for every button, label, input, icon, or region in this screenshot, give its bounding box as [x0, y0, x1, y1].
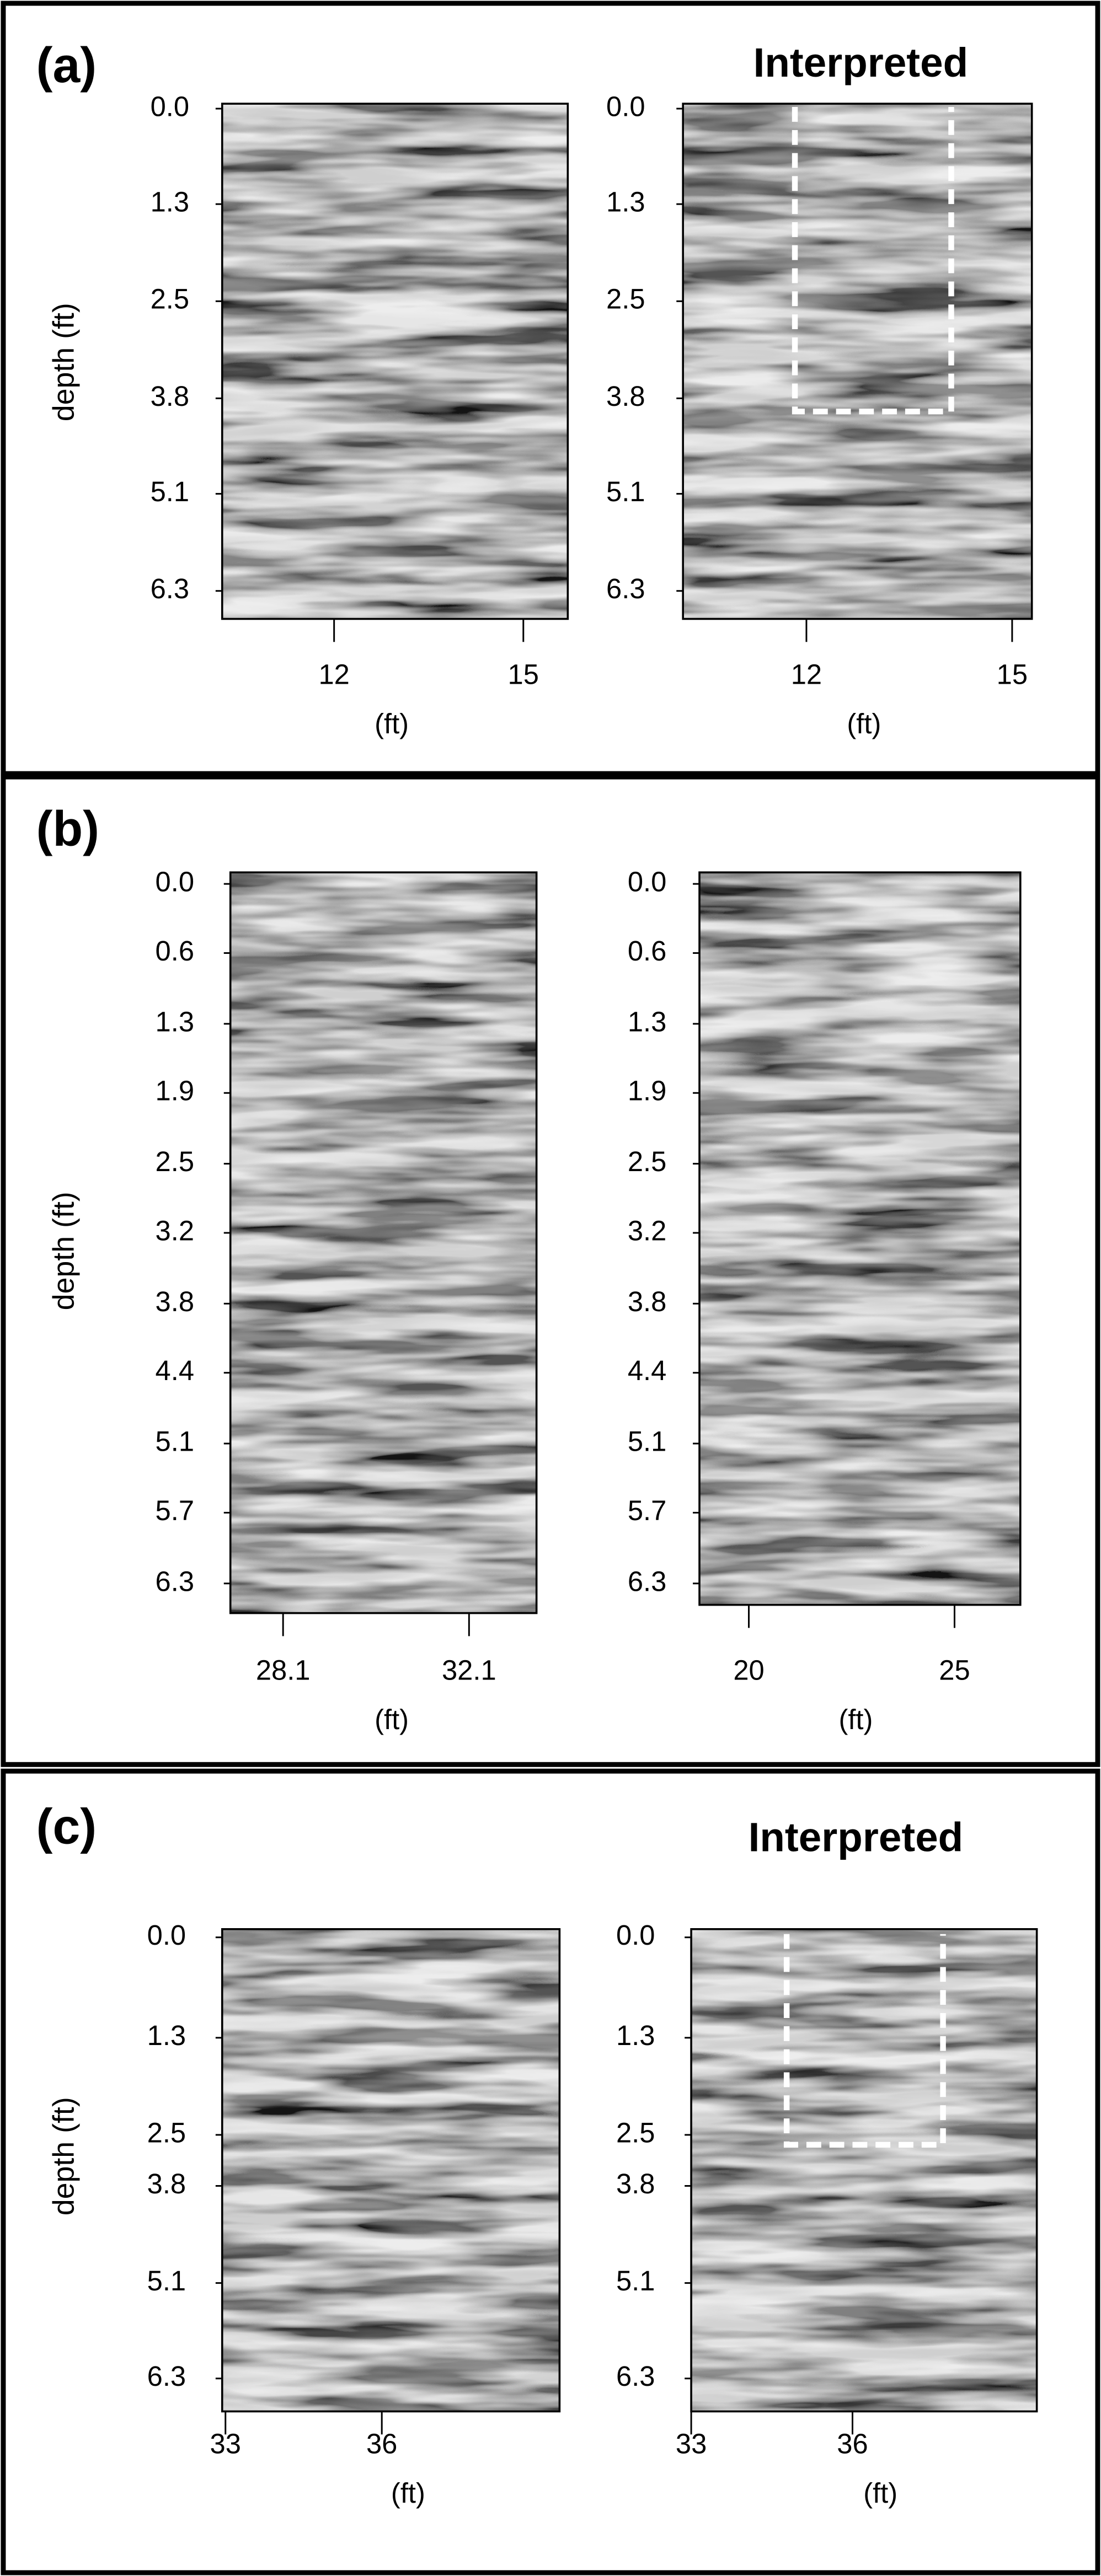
radargram-frame	[229, 871, 538, 1614]
x-tick-label: 32.1	[442, 1654, 496, 1686]
y-tick-label: 3.8	[628, 1286, 666, 1317]
y-tick-label: 3.8	[156, 1286, 194, 1317]
y-tick-label: 2.5	[156, 1146, 194, 1177]
y-tick-label: 3.8	[147, 2168, 186, 2199]
y-tick-label: 1.3	[616, 2020, 655, 2051]
y-tick-label: 3.2	[628, 1215, 666, 1246]
y-tick-label: 3.8	[616, 2168, 655, 2199]
y-tick-label: 0.0	[616, 1919, 655, 1951]
y-tick-label: 6.3	[606, 573, 645, 604]
x-unit: (ft)	[838, 1704, 873, 1735]
x-tick-label: 33	[676, 2428, 707, 2460]
y-tick-label: 6.3	[147, 2360, 186, 2392]
panel-frame	[1, 1768, 1100, 2575]
x-tick-label: 12	[791, 658, 822, 690]
radargram-frame	[682, 103, 1033, 620]
y-tick-label: 5.7	[156, 1495, 194, 1526]
y-tick-label: 1.3	[156, 1006, 194, 1037]
interpretation-box	[783, 1934, 946, 2148]
radargram	[699, 872, 1020, 1605]
radargram-frame	[221, 1928, 561, 2413]
plot-title: Interpreted	[749, 1813, 964, 1860]
y-tick-label: 3.8	[151, 380, 189, 412]
y-tick-label: 0.6	[156, 935, 194, 967]
x-tick-label: 15	[508, 658, 539, 690]
x-tick-label: 28.1	[256, 1654, 311, 1686]
y-tick-label: 2.5	[147, 2117, 186, 2148]
panel-frame	[1, 1, 1100, 776]
y-tick-label: 4.4	[156, 1355, 194, 1386]
x-tick-label: 33	[210, 2428, 241, 2460]
radargram	[222, 1929, 560, 2412]
y-tick-label: 6.3	[151, 573, 189, 604]
y-axis-title: depth (ft)	[47, 303, 81, 421]
interpretation-box	[792, 107, 954, 415]
y-tick-label: 5.1	[156, 1426, 194, 1457]
y-tick-label: 1.3	[147, 2020, 186, 2051]
y-tick-label: 1.3	[628, 1006, 666, 1037]
y-tick-label: 2.5	[606, 283, 645, 315]
y-tick-label: 2.5	[151, 283, 189, 315]
y-tick-label: 6.3	[616, 2360, 655, 2392]
x-tick-label: 36	[366, 2428, 397, 2460]
panel-label: (a)	[36, 37, 97, 93]
y-tick-label: 1.3	[606, 186, 645, 218]
radargram	[683, 104, 1032, 619]
y-tick-label: 5.1	[606, 476, 645, 507]
panel-label: (c)	[36, 1799, 97, 1854]
x-tick-label: 15	[997, 658, 1028, 690]
y-tick-label: 6.3	[156, 1565, 194, 1597]
y-tick-label: 1.9	[156, 1075, 194, 1107]
radargram	[222, 104, 568, 619]
x-tick-label: 25	[939, 1654, 970, 1686]
y-axis-title: depth (ft)	[47, 2097, 81, 2215]
y-tick-label: 6.3	[628, 1565, 666, 1597]
y-axis-title: depth (ft)	[47, 1192, 81, 1310]
panel-frame	[1, 774, 1100, 1767]
y-tick-label: 5.7	[628, 1495, 666, 1526]
y-tick-label: 4.4	[628, 1355, 666, 1386]
y-tick-label: 2.5	[616, 2117, 655, 2148]
x-tick-label: 20	[733, 1654, 764, 1686]
radargram-frame	[221, 103, 569, 620]
y-tick-label: 5.1	[616, 2265, 655, 2296]
y-tick-label: 5.1	[151, 476, 189, 507]
y-tick-label: 5.1	[147, 2265, 186, 2296]
y-tick-label: 1.9	[628, 1075, 666, 1107]
y-tick-label: 3.8	[606, 380, 645, 412]
panel-label: (b)	[36, 801, 99, 856]
x-tick-label: 36	[837, 2428, 868, 2460]
radargram-frame	[690, 1928, 1038, 2413]
x-unit: (ft)	[375, 1704, 409, 1735]
x-unit: (ft)	[863, 2477, 897, 2509]
y-tick-label: 0.0	[151, 90, 189, 122]
y-tick-label: 0.0	[156, 866, 194, 898]
x-unit: (ft)	[391, 2477, 425, 2509]
plot-title: Interpreted	[753, 39, 969, 85]
x-unit: (ft)	[375, 708, 409, 739]
x-unit: (ft)	[847, 708, 881, 739]
y-tick-label: 0.6	[628, 935, 666, 967]
radargram-frame	[698, 871, 1022, 1606]
y-tick-label: 5.1	[628, 1426, 666, 1457]
y-tick-label: 2.5	[628, 1146, 666, 1177]
y-tick-label: 1.3	[151, 186, 189, 218]
x-tick-label: 12	[318, 658, 349, 690]
radargram	[230, 872, 537, 1613]
y-tick-label: 0.0	[147, 1919, 186, 1951]
y-tick-label: 0.0	[628, 866, 666, 898]
radargram	[691, 1929, 1037, 2412]
y-tick-label: 0.0	[606, 90, 645, 122]
y-tick-label: 3.2	[156, 1215, 194, 1246]
